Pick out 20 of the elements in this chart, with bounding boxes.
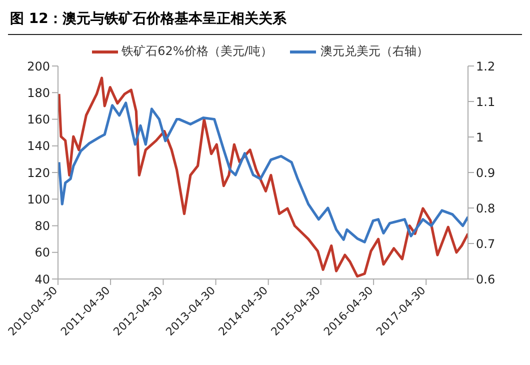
y-tick-label: 160 xyxy=(27,112,50,127)
y-tick-label: 200 xyxy=(27,59,50,74)
y-tick-label: 120 xyxy=(27,166,50,180)
y-tick-label: 100 xyxy=(27,192,50,206)
y2-tick-label: 0.7 xyxy=(476,236,496,251)
y2-tick-label: 0.6 xyxy=(476,272,496,286)
y2-tick-label: 0.8 xyxy=(476,201,496,216)
y-tick-label: 140 xyxy=(27,139,50,154)
line-series xyxy=(58,102,468,244)
y2-tick-label: 1 xyxy=(476,130,484,144)
y-tick-label: 80 xyxy=(34,219,50,234)
legend-label: 铁矿石62%价格（美元/吨） xyxy=(122,43,272,60)
y-tick-label: 60 xyxy=(34,246,50,260)
y2-tick-label: 0.9 xyxy=(476,166,496,180)
y-tick-label: 40 xyxy=(34,272,50,286)
legend-label: 澳元兑美元（右轴） xyxy=(320,43,428,60)
y2-tick-label: 1.2 xyxy=(476,59,496,74)
chart-title: 图 12：澳元与铁矿石价格基本呈正相关关系 xyxy=(8,8,522,35)
y2-tick-label: 1.1 xyxy=(476,94,496,109)
y-tick-label: 180 xyxy=(27,86,50,100)
